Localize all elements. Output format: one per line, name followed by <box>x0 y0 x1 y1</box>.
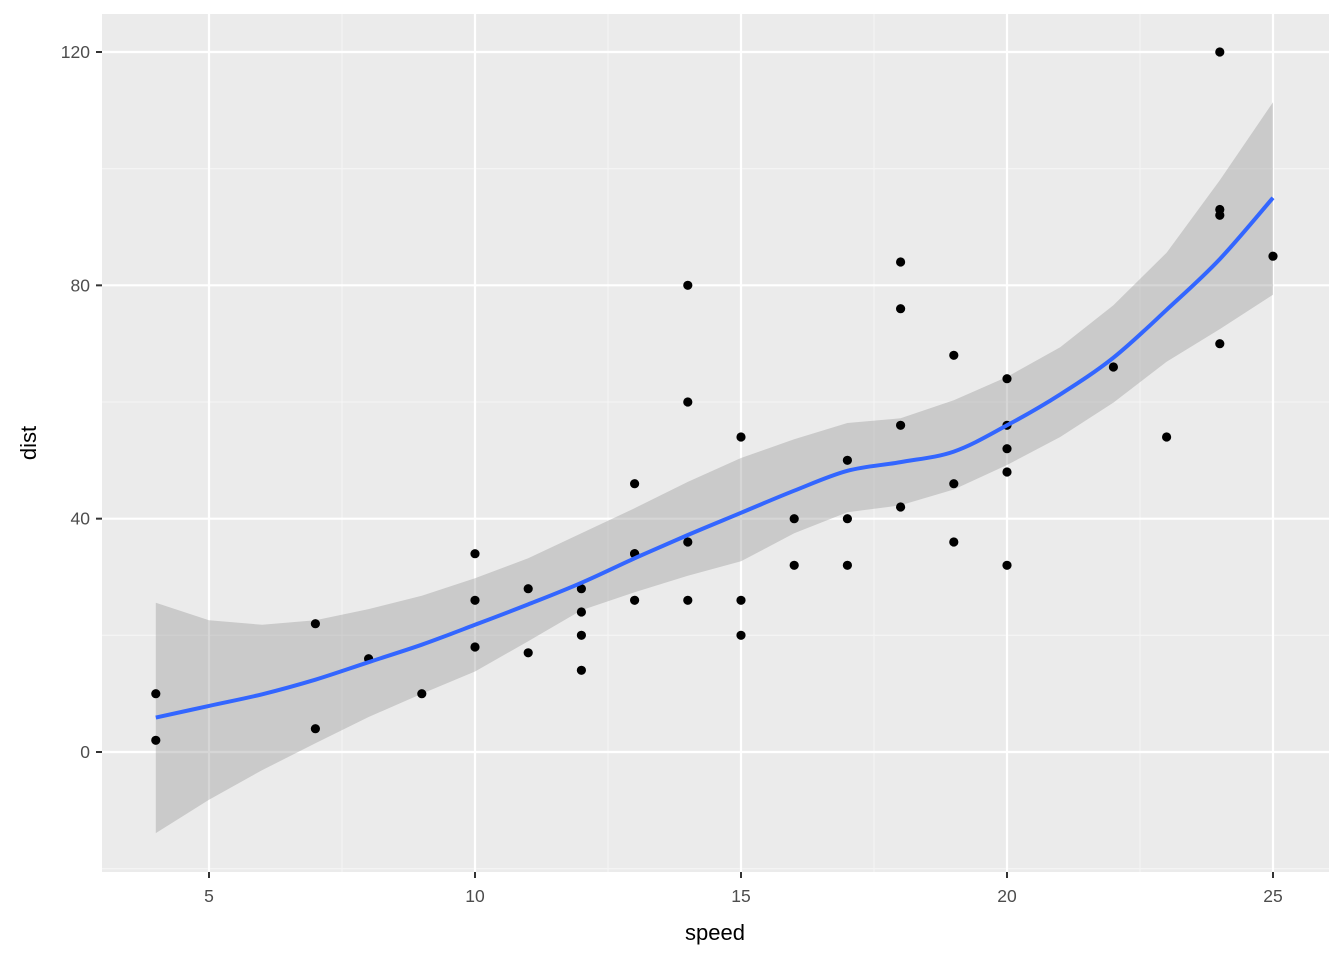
data-point <box>896 420 906 430</box>
x-axis-ticks: 5 10 15 20 25 <box>204 872 1283 906</box>
data-point <box>151 689 161 699</box>
x-tick-label: 5 <box>204 886 214 906</box>
data-point <box>789 560 799 570</box>
data-point <box>896 304 906 314</box>
data-point <box>683 397 693 407</box>
data-point <box>1002 374 1012 384</box>
data-point <box>1002 444 1012 454</box>
data-point <box>1162 432 1172 442</box>
y-axis-ticks: 0 40 80 120 <box>61 42 102 762</box>
x-tick-label: 20 <box>997 886 1017 906</box>
data-point <box>789 514 799 524</box>
x-axis-title: speed <box>685 920 745 945</box>
minor-gridlines <box>102 14 1329 872</box>
data-point <box>310 724 320 734</box>
y-tick-label: 120 <box>61 42 90 62</box>
x-tick-label: 15 <box>731 886 750 906</box>
data-point <box>1108 362 1118 372</box>
x-tick-label: 25 <box>1263 886 1282 906</box>
data-point <box>470 642 480 652</box>
data-point <box>417 689 427 699</box>
data-point <box>842 455 853 465</box>
data-point <box>576 607 587 617</box>
data-point <box>470 595 480 605</box>
data-point <box>1215 47 1225 57</box>
data-point <box>630 479 640 489</box>
major-gridlines <box>102 14 1329 872</box>
data-point <box>949 479 959 489</box>
confidence-ribbon <box>155 102 1273 834</box>
data-point <box>949 350 959 360</box>
smooth-line <box>155 196 1275 720</box>
data-point <box>896 257 906 267</box>
data-point <box>1002 467 1012 477</box>
data-point <box>1215 339 1225 349</box>
data-point <box>683 537 693 547</box>
data-point <box>736 432 746 442</box>
x-tick-label: 10 <box>465 886 485 906</box>
data-point <box>683 280 693 290</box>
data-point <box>576 584 587 594</box>
data-point <box>310 619 320 629</box>
data-point <box>523 584 533 594</box>
data-point <box>470 549 480 559</box>
data-point <box>630 595 640 605</box>
data-point <box>736 595 746 605</box>
data-point <box>683 595 693 605</box>
data-point <box>523 648 533 658</box>
data-point <box>949 537 959 547</box>
y-tick-label: 0 <box>80 742 90 762</box>
y-tick-label: 40 <box>71 509 91 529</box>
data-points <box>151 47 1278 745</box>
data-point <box>736 630 746 640</box>
data-point <box>1002 560 1012 570</box>
y-tick-label: 80 <box>71 275 91 295</box>
data-point <box>1215 204 1225 215</box>
data-point <box>1268 251 1278 261</box>
data-point <box>576 665 587 675</box>
plot-panel <box>102 14 1329 872</box>
data-point <box>151 735 161 745</box>
data-point <box>842 560 853 570</box>
data-point <box>576 630 587 640</box>
y-axis-title: dist <box>16 426 41 460</box>
data-point <box>842 514 853 524</box>
data-point <box>896 502 906 512</box>
